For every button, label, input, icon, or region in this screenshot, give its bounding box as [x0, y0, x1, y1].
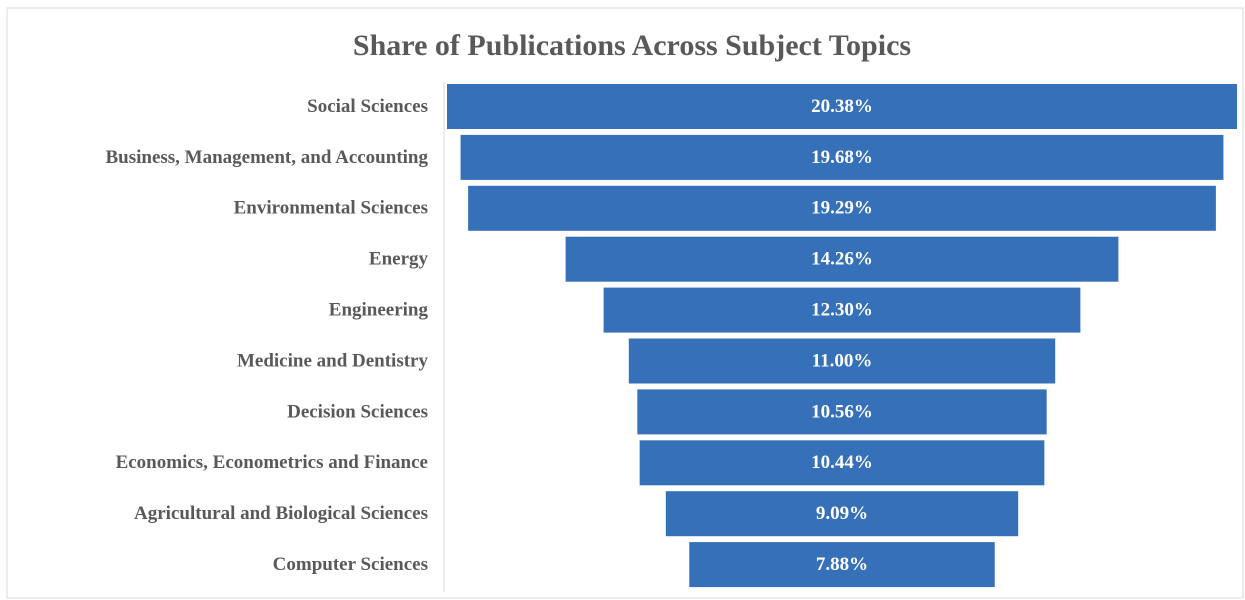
bar	[447, 84, 1237, 129]
category-label: Social Sciences	[307, 96, 428, 117]
data-label: 20.38%	[811, 96, 873, 117]
category-label: Economics, Econometrics and Finance	[116, 452, 428, 473]
chart-title: Share of Publications Across Subject Top…	[353, 29, 911, 62]
data-label: 7.88%	[816, 554, 868, 575]
category-label: Energy	[369, 249, 429, 270]
data-label: 9.09%	[816, 503, 868, 524]
bar	[460, 134, 1224, 180]
bar	[628, 338, 1056, 384]
data-label: 10.44%	[811, 452, 873, 473]
data-label: 19.29%	[811, 198, 873, 219]
bar	[639, 440, 1045, 486]
data-label: 11.00%	[812, 350, 873, 371]
data-label: 14.26%	[811, 249, 873, 270]
bar	[603, 287, 1081, 333]
category-label: Agricultural and Biological Sciences	[134, 503, 428, 524]
bar	[565, 236, 1119, 282]
data-label: 19.68%	[811, 147, 873, 168]
category-label: Engineering	[329, 299, 429, 320]
category-label: Computer Sciences	[273, 554, 428, 575]
category-label: Business, Management, and Accounting	[105, 147, 428, 168]
bar	[637, 389, 1047, 435]
bar	[468, 185, 1216, 231]
data-label: 10.56%	[811, 401, 873, 422]
category-label: Decision Sciences	[287, 401, 428, 422]
bar	[665, 491, 1019, 537]
bar	[689, 542, 995, 588]
category-label: Environmental Sciences	[234, 198, 428, 219]
category-label: Medicine and Dentistry	[237, 350, 429, 371]
data-label: 12.30%	[811, 299, 873, 320]
